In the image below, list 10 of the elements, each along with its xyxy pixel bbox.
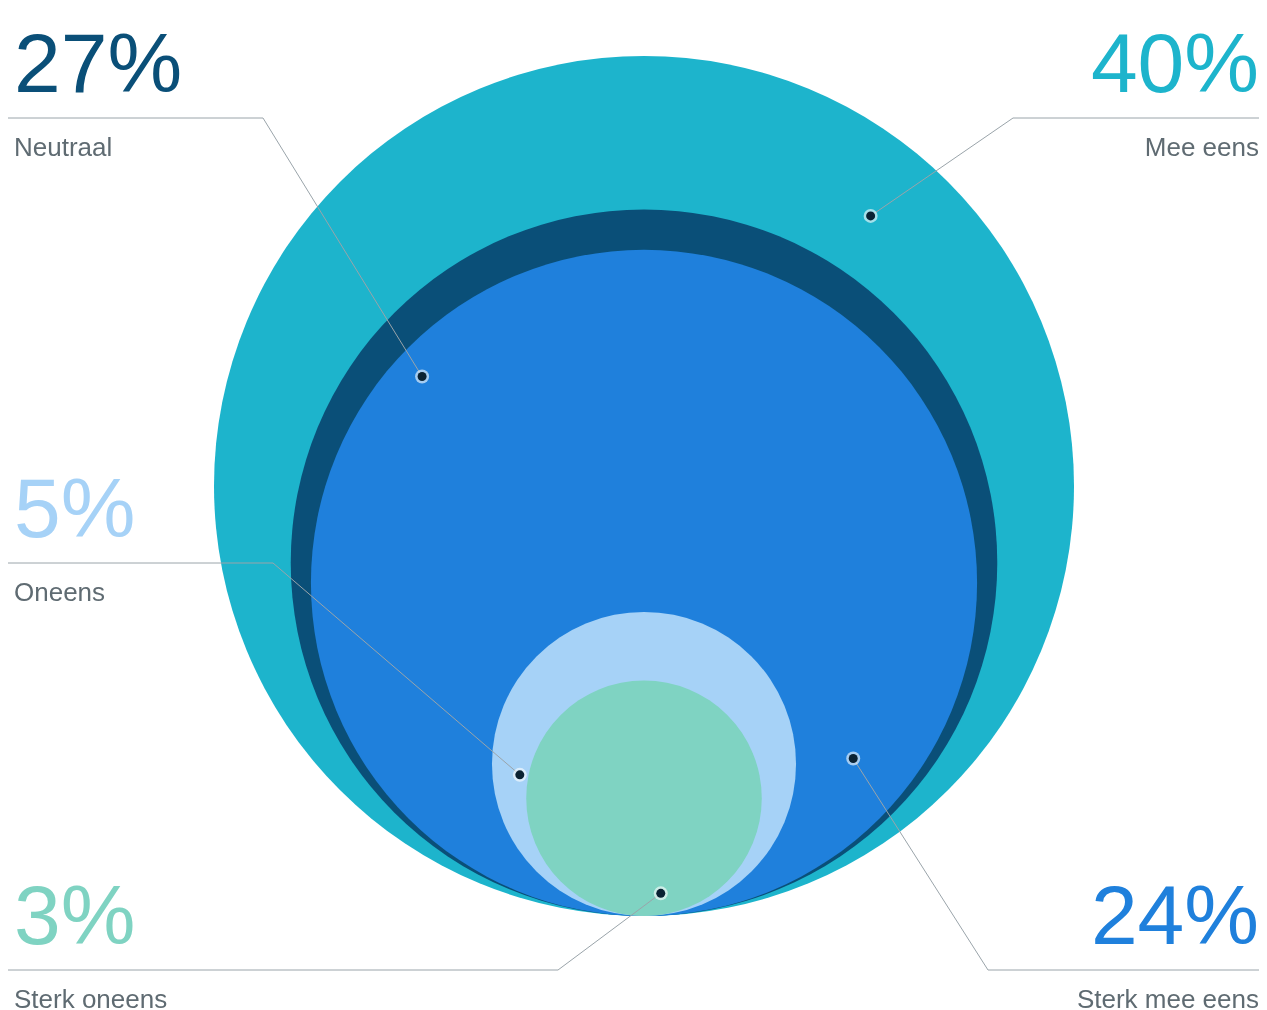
category-label: Oneens <box>14 577 106 608</box>
category-label: Sterk mee eens <box>1076 984 1259 1010</box>
data-label: 5% <box>14 461 136 555</box>
category-label: Neutraal <box>14 132 113 163</box>
data-label: 24% <box>1090 868 1259 962</box>
data-label: 27% <box>14 16 183 110</box>
data-label: 40% <box>1090 16 1259 110</box>
data-label: 3% <box>14 868 136 962</box>
category-label: Sterk oneens <box>14 984 168 1010</box>
category-label: Mee eens <box>1144 132 1259 163</box>
